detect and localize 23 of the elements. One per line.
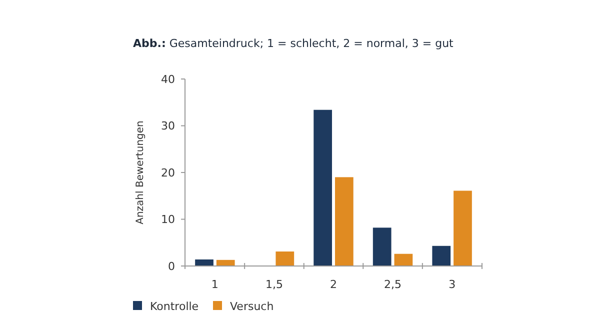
y-axis-title: Anzahl Bewertungen bbox=[135, 120, 146, 224]
y-tick-label: 30 bbox=[161, 120, 175, 133]
bar bbox=[195, 259, 214, 266]
bar bbox=[372, 228, 392, 266]
chart-title: Abb.: Gesamteindruck; 1 = schlecht, 2 = normal, 3 = gut bbox=[133, 37, 454, 50]
bar bbox=[314, 110, 332, 266]
y-tick-label: 40 bbox=[161, 72, 175, 86]
bar bbox=[394, 254, 413, 266]
x-tick-label: 1 bbox=[211, 278, 218, 291]
x-tick-label: 3 bbox=[448, 278, 456, 291]
y-tick-label: 0 bbox=[168, 260, 175, 273]
x-tick-label: 2 bbox=[330, 278, 337, 291]
bar bbox=[216, 260, 235, 266]
x-tick-label: 2,5 bbox=[384, 278, 402, 291]
legend-label: Kontrolle bbox=[150, 300, 199, 313]
bar bbox=[276, 252, 294, 266]
bar bbox=[335, 177, 354, 266]
x-tick-label: 1,5 bbox=[265, 278, 283, 291]
legend-label: Versuch bbox=[230, 300, 274, 313]
y-tick-label: 10 bbox=[161, 213, 175, 226]
bar bbox=[454, 190, 472, 266]
y-tick-label: 20 bbox=[161, 166, 175, 180]
bar bbox=[432, 246, 451, 266]
